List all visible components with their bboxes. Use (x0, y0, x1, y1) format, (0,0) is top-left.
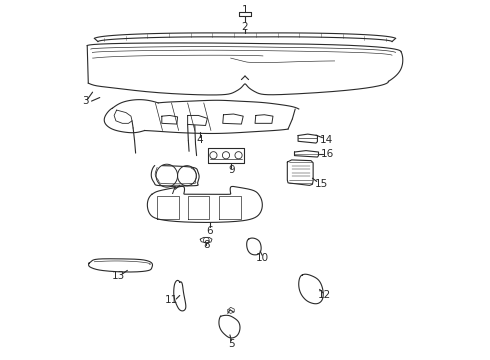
Text: 14: 14 (320, 135, 333, 145)
Text: 10: 10 (256, 253, 269, 263)
Text: 9: 9 (228, 165, 235, 175)
Text: 13: 13 (112, 271, 125, 281)
Text: 2: 2 (242, 22, 248, 32)
Text: 5: 5 (228, 339, 235, 349)
Text: 16: 16 (321, 149, 334, 159)
Text: 12: 12 (318, 291, 331, 301)
Text: 4: 4 (197, 135, 203, 145)
Text: 1: 1 (242, 5, 248, 15)
Text: 15: 15 (315, 179, 328, 189)
Text: 8: 8 (203, 240, 210, 250)
Text: 6: 6 (207, 226, 213, 236)
Text: 11: 11 (165, 295, 178, 305)
Text: 7: 7 (169, 186, 175, 197)
Text: 3: 3 (82, 96, 89, 106)
